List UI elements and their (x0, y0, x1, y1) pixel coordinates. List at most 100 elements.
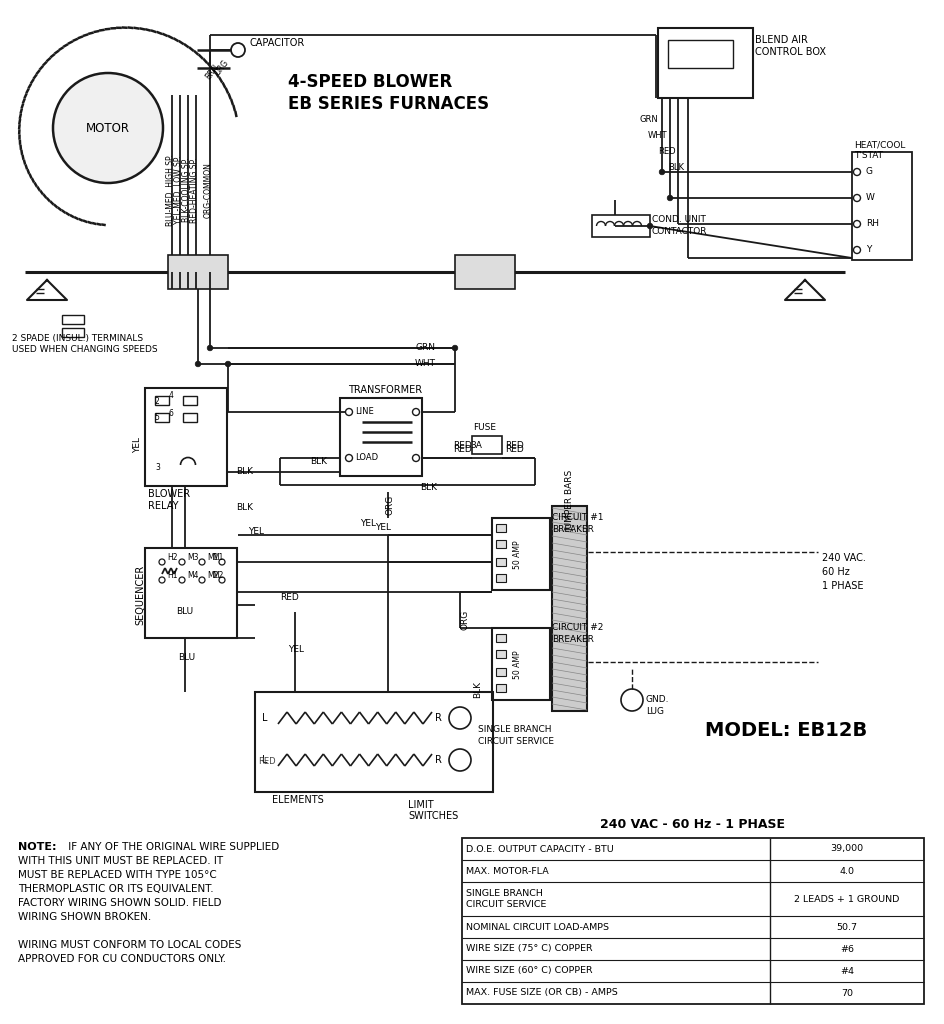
Circle shape (853, 195, 861, 202)
Text: MOTOR: MOTOR (86, 122, 130, 134)
Text: 39,000: 39,000 (831, 845, 864, 853)
Text: M4: M4 (187, 571, 198, 581)
Text: R: R (435, 713, 442, 723)
Bar (496, 634, 506, 642)
Circle shape (659, 169, 665, 175)
Text: COND. UNIT: COND. UNIT (652, 215, 706, 224)
Bar (852, 152, 912, 260)
Text: LOAD: LOAD (355, 454, 379, 463)
Bar (496, 540, 506, 548)
Text: RED: RED (280, 594, 298, 602)
Text: 50.7: 50.7 (836, 923, 857, 932)
Circle shape (853, 247, 861, 254)
Text: Y: Y (866, 246, 871, 255)
Text: IF ANY OF THE ORIGINAL WIRE SUPPLIED: IF ANY OF THE ORIGINAL WIRE SUPPLIED (65, 842, 279, 852)
Text: SWITCHES: SWITCHES (408, 811, 458, 821)
Text: WITH THIS UNIT MUST BE REPLACED. IT: WITH THIS UNIT MUST BE REPLACED. IT (18, 856, 223, 866)
Bar (668, 40, 733, 68)
Circle shape (231, 43, 245, 57)
Circle shape (179, 559, 185, 565)
Text: CONTACTOR: CONTACTOR (652, 227, 707, 237)
Text: H1: H1 (167, 571, 177, 581)
Text: BLOWER: BLOWER (148, 489, 190, 499)
Text: ELEMENTS: ELEMENTS (272, 795, 324, 805)
Text: BLK: BLK (420, 483, 437, 493)
Text: BLU: BLU (178, 653, 195, 663)
Circle shape (648, 223, 653, 228)
Text: 2: 2 (155, 397, 160, 407)
Text: JUMPER BARS: JUMPER BARS (565, 469, 575, 530)
Text: BLK-COOLING SP.: BLK-COOLING SP. (182, 158, 191, 222)
Text: 1 PHASE: 1 PHASE (822, 581, 864, 591)
Text: L: L (262, 713, 267, 723)
Text: RED: RED (505, 445, 524, 455)
Text: RED: RED (658, 147, 676, 157)
Text: T'STAT: T'STAT (854, 152, 883, 161)
Text: SINGLE BRANCH: SINGLE BRANCH (466, 889, 543, 898)
Text: NOTE:: NOTE: (18, 842, 57, 852)
Text: CONTROL BOX: CONTROL BOX (755, 47, 826, 57)
Text: GND.: GND. (646, 695, 669, 705)
Bar (496, 574, 506, 582)
Bar (496, 558, 506, 566)
Bar (183, 396, 197, 406)
Text: 6: 6 (169, 409, 174, 418)
Bar (496, 524, 506, 532)
Bar (496, 668, 506, 676)
Circle shape (413, 455, 419, 462)
Text: 60 Hz: 60 Hz (822, 567, 850, 577)
Bar (62, 328, 84, 337)
Text: MUST BE REPLACED WITH TYPE 105°C: MUST BE REPLACED WITH TYPE 105°C (18, 870, 217, 880)
Circle shape (219, 559, 225, 565)
Text: #4: #4 (840, 967, 854, 976)
Bar (455, 255, 515, 289)
Circle shape (207, 345, 212, 351)
Text: USED WHEN CHANGING SPEEDS: USED WHEN CHANGING SPEEDS (12, 345, 158, 354)
Text: BRN: BRN (204, 62, 221, 81)
Bar (145, 548, 237, 638)
Circle shape (853, 220, 861, 227)
Text: CIRCUIT SERVICE: CIRCUIT SERVICE (478, 737, 554, 746)
Circle shape (219, 577, 225, 583)
Text: 4: 4 (169, 390, 174, 399)
Circle shape (621, 689, 643, 711)
Text: EB SERIES FURNACES: EB SERIES FURNACES (288, 95, 489, 113)
Text: THERMOPLASTIC OR ITS EQUIVALENT.: THERMOPLASTIC OR ITS EQUIVALENT. (18, 884, 213, 894)
Text: HEAT/COOL: HEAT/COOL (854, 140, 905, 150)
Text: MAX. MOTOR-FLA: MAX. MOTOR-FLA (466, 866, 548, 876)
Text: 240 VAC.: 240 VAC. (822, 553, 866, 563)
Text: BLK: BLK (310, 458, 327, 467)
Text: BLU-MED. HIGH SP.: BLU-MED. HIGH SP. (166, 154, 175, 226)
Text: GRN: GRN (640, 116, 659, 125)
Text: 50 AMP: 50 AMP (514, 541, 522, 569)
Text: RED: RED (258, 758, 276, 767)
Text: M2: M2 (207, 571, 218, 581)
Bar (62, 315, 84, 324)
Text: G: G (866, 168, 873, 176)
Text: WIRE SIZE (60° C) COPPER: WIRE SIZE (60° C) COPPER (466, 967, 593, 976)
Circle shape (449, 749, 471, 771)
Bar (496, 684, 506, 692)
Text: R: R (435, 755, 442, 765)
Text: BREAKER: BREAKER (552, 636, 594, 644)
Text: YEL: YEL (360, 519, 376, 528)
Circle shape (199, 559, 205, 565)
Text: LIMIT: LIMIT (408, 800, 433, 810)
Text: #6: #6 (840, 944, 854, 953)
Circle shape (179, 577, 185, 583)
Text: CIRCUIT #1: CIRCUIT #1 (552, 513, 603, 522)
Bar (496, 650, 506, 658)
Text: BREAKER: BREAKER (552, 525, 594, 535)
Text: M3: M3 (187, 554, 198, 562)
Text: RED: RED (453, 441, 472, 451)
Text: ORG-COMMON: ORG-COMMON (204, 162, 213, 218)
Text: MODEL: EB12B: MODEL: EB12B (705, 721, 868, 739)
Text: APPROVED FOR CU CONDUCTORS ONLY.: APPROVED FOR CU CONDUCTORS ONLY. (18, 954, 226, 964)
Circle shape (53, 73, 163, 183)
Text: YEL: YEL (248, 527, 264, 537)
Text: 5: 5 (155, 414, 160, 423)
Text: 50 AMP: 50 AMP (514, 650, 522, 679)
Text: 3: 3 (155, 463, 160, 471)
Text: 4-SPEED BLOWER: 4-SPEED BLOWER (288, 73, 452, 91)
Circle shape (667, 196, 673, 201)
